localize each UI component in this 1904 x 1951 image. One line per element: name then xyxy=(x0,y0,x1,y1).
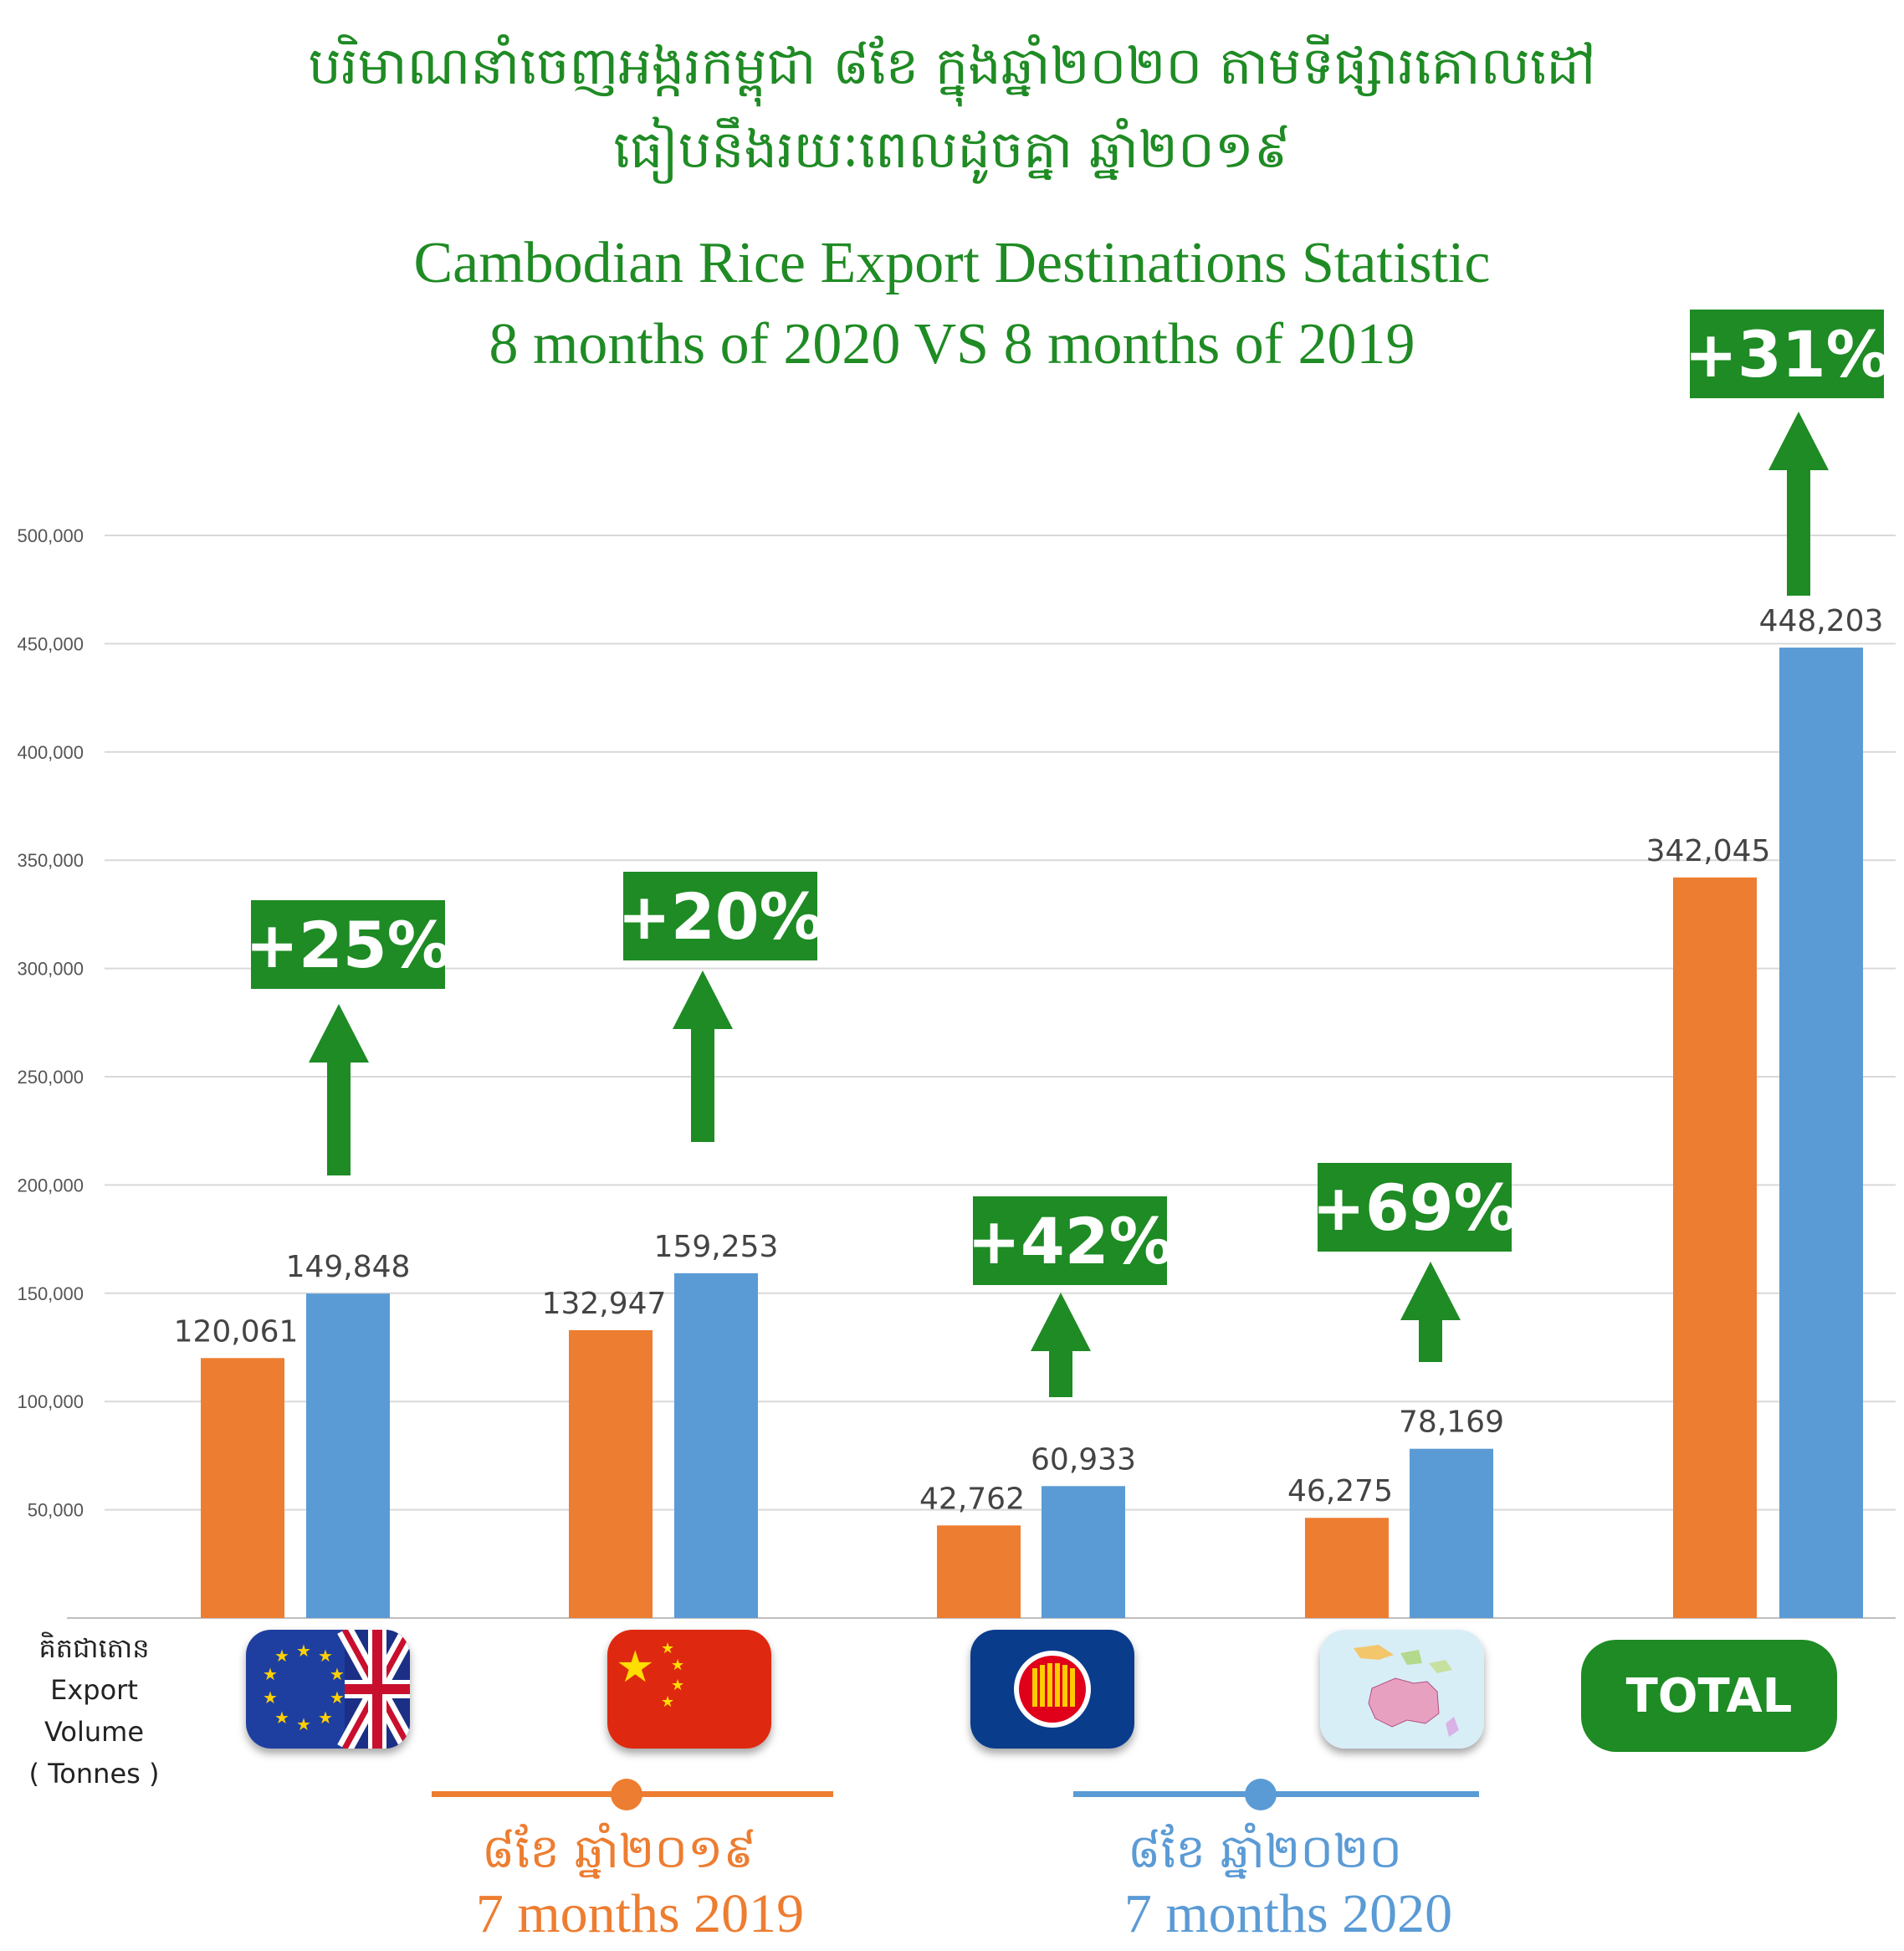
y-tick-label: 200,000 xyxy=(17,1175,84,1196)
growth-badge xyxy=(1690,310,1884,398)
svg-text:★: ★ xyxy=(296,1714,311,1734)
value-label-2019: 342,045 xyxy=(1646,834,1771,868)
y-tick-label: 150,000 xyxy=(17,1283,84,1304)
unit-label-volume: Volume xyxy=(44,1716,144,1748)
total-label-text: TOTAL xyxy=(1625,1668,1793,1723)
up-arrow-icon xyxy=(1031,1293,1091,1397)
y-tick-label: 500,000 xyxy=(17,525,84,546)
bar-2020 xyxy=(674,1273,758,1618)
svg-text:★: ★ xyxy=(330,1687,345,1708)
china-flag-icon: ★ ★ ★ ★ ★ xyxy=(607,1630,771,1749)
value-label-2020: 149,848 xyxy=(286,1250,411,1284)
title-khmer-line2: ធៀបនឹងរយៈពេលដូចគ្នា ឆ្នាំ២០១៩ xyxy=(613,119,1291,180)
value-label-2019: 120,061 xyxy=(174,1314,299,1349)
unit-label-export: Export xyxy=(50,1674,138,1706)
bar-2019 xyxy=(569,1329,653,1618)
growth-badge xyxy=(251,900,445,989)
title-english-line2: 8 months of 2020 VS 8 months of 2019 xyxy=(489,312,1415,376)
y-tick-label: 400,000 xyxy=(17,742,84,763)
value-label-2020: 448,203 xyxy=(1759,604,1884,638)
y-tick-label: 50,000 xyxy=(28,1500,84,1521)
svg-text:★: ★ xyxy=(330,1664,345,1684)
bar-2020 xyxy=(1410,1448,1493,1618)
legend-2019-english: 7 months 2019 xyxy=(475,1883,805,1944)
legend-2019-khmer: ៨ខែ ឆ្នាំ២០១៩ xyxy=(481,1825,757,1879)
bar-2019 xyxy=(937,1525,1021,1618)
unit-label-tonnes: ( Tonnes ) xyxy=(28,1758,160,1790)
total-label: TOTAL xyxy=(1581,1640,1837,1752)
growth-badge xyxy=(623,872,817,960)
bar-2020 xyxy=(1779,648,1863,1618)
y-tick-label: 450,000 xyxy=(17,633,84,654)
legend-2019-marker xyxy=(611,1779,642,1810)
growth-badge-text: +69% xyxy=(1312,1170,1518,1245)
up-arrow-icon xyxy=(673,970,733,1142)
svg-text:★: ★ xyxy=(661,1640,674,1657)
svg-text:★: ★ xyxy=(318,1646,333,1666)
y-tick-label: 300,000 xyxy=(17,959,84,980)
growth-badge-text: +31% xyxy=(1684,317,1890,392)
growth-badge xyxy=(1318,1163,1512,1252)
legend-2020-marker xyxy=(1245,1779,1277,1810)
growth-badge-text: +25% xyxy=(245,908,451,982)
svg-text:★: ★ xyxy=(263,1687,278,1708)
title-khmer-line1: បរិមាណនាំចេញអង្ករកម្ពុជា ៨ខែ ក្នុងឆ្នាំ២… xyxy=(308,35,1596,96)
svg-text:★: ★ xyxy=(263,1664,278,1684)
svg-text:★: ★ xyxy=(274,1708,289,1728)
value-label-2019: 132,947 xyxy=(542,1287,667,1321)
svg-text:★: ★ xyxy=(318,1708,333,1728)
title-english-line1: Cambodian Rice Export Destinations Stati… xyxy=(413,231,1491,295)
unit-label-khmer: គិតជាតោន xyxy=(38,1632,150,1664)
oceania-map-icon xyxy=(1320,1630,1484,1749)
value-label-2019: 42,762 xyxy=(919,1482,1025,1516)
bar-2019 xyxy=(201,1358,284,1618)
value-label-2020: 78,169 xyxy=(1399,1406,1504,1440)
y-tick-label: 250,000 xyxy=(17,1067,84,1088)
up-arrow-icon xyxy=(1768,412,1829,596)
bar-2019 xyxy=(1673,877,1757,1618)
up-arrow-icon xyxy=(309,1004,369,1175)
legend-2020-english: 7 months 2020 xyxy=(1123,1883,1453,1944)
svg-text:★: ★ xyxy=(671,1677,684,1694)
y-tick-label: 100,000 xyxy=(17,1391,84,1412)
value-label-2019: 46,275 xyxy=(1287,1474,1393,1508)
asean-flag-icon xyxy=(970,1630,1134,1749)
bar-2020 xyxy=(306,1293,390,1618)
legend-2020-khmer: ៨ខែ ឆ្នាំ២០២០ xyxy=(1127,1825,1403,1879)
svg-text:★: ★ xyxy=(661,1693,674,1711)
svg-text:★: ★ xyxy=(274,1646,289,1666)
bar-2019 xyxy=(1305,1518,1389,1618)
svg-text:★: ★ xyxy=(296,1641,311,1661)
y-tick-label: 350,000 xyxy=(17,850,84,871)
bar-2020 xyxy=(1042,1486,1125,1618)
value-label-2020: 159,253 xyxy=(654,1230,779,1264)
svg-text:★: ★ xyxy=(671,1657,684,1674)
growth-badge xyxy=(973,1196,1167,1285)
eu-uk-flag-icon: ★ ★ ★ ★ ★ ★ ★ ★ ★ ★ xyxy=(246,1630,410,1749)
svg-text:★: ★ xyxy=(616,1642,655,1692)
growth-badge-text: +20% xyxy=(617,879,823,954)
growth-badge-text: +42% xyxy=(967,1204,1173,1278)
value-label-2020: 60,933 xyxy=(1031,1442,1136,1477)
up-arrow-icon xyxy=(1400,1262,1461,1362)
